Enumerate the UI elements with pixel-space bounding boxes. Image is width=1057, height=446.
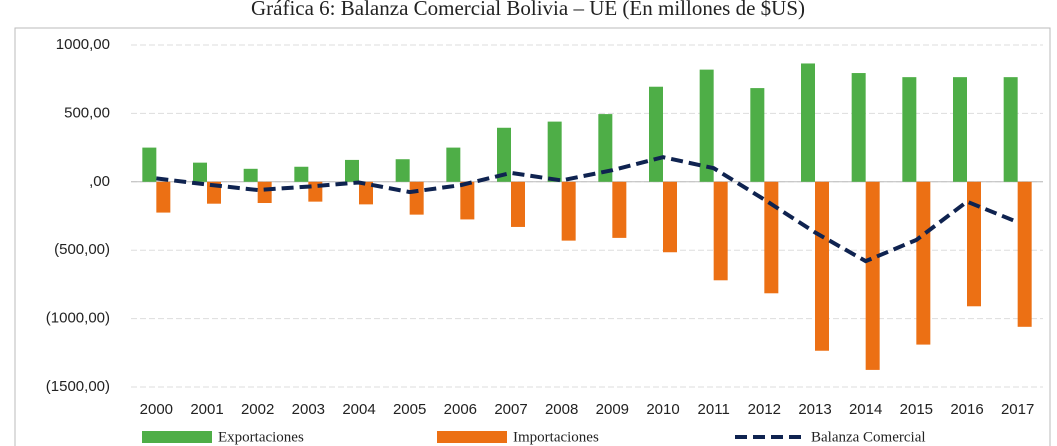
bar	[713, 181, 728, 281]
bar	[345, 159, 359, 182]
bar	[409, 181, 424, 215]
x-tick-label: 2011	[698, 401, 730, 418]
bar	[865, 181, 880, 370]
bar	[511, 181, 525, 227]
x-tick-label: 2015	[900, 401, 933, 418]
x-tick-label: 2009	[596, 401, 629, 418]
legend-label: Balanza Comercial	[811, 429, 926, 445]
x-tick-label: 2006	[444, 401, 477, 418]
bar	[953, 77, 967, 182]
x-tick-label: 2016	[950, 401, 983, 418]
bar	[359, 181, 373, 205]
bar	[561, 181, 576, 241]
legend-swatch	[437, 431, 507, 443]
bar	[142, 147, 157, 182]
legend-label: Exportaciones	[218, 429, 304, 445]
bar	[547, 121, 562, 182]
bar	[663, 181, 677, 253]
balance-line	[156, 155, 1019, 264]
legend-swatch	[142, 431, 212, 443]
bar	[294, 166, 309, 182]
bar	[902, 77, 917, 182]
bar	[257, 181, 272, 204]
x-tick-label: 2002	[241, 401, 274, 418]
legend-label: Importaciones	[513, 429, 599, 445]
y-tick-label: (500,00)	[54, 241, 110, 258]
y-tick-label: ,00	[89, 173, 110, 190]
x-tick-label: 2013	[798, 401, 831, 418]
chart-frame	[14, 27, 1051, 446]
x-tick-label: 2008	[545, 401, 578, 418]
bar	[156, 181, 171, 213]
bar	[460, 181, 475, 220]
x-tick-label: 2017	[1001, 401, 1034, 418]
y-tick-label: (1500,00)	[46, 378, 110, 395]
bar	[916, 181, 931, 345]
bar	[395, 159, 410, 182]
bar	[497, 127, 511, 182]
x-tick-label: 2007	[494, 401, 527, 418]
x-tick-label: 2001	[190, 401, 223, 418]
x-tick-label: 2004	[342, 401, 375, 418]
bar	[750, 88, 765, 182]
x-tick-label: 2000	[140, 401, 173, 418]
x-tick-label: 2005	[393, 401, 426, 418]
bar	[193, 162, 207, 182]
y-tick-label: 1000,00	[56, 36, 110, 53]
x-tick-label: 2003	[292, 401, 325, 418]
bar	[764, 181, 779, 294]
bar	[1017, 181, 1032, 327]
bar	[801, 63, 815, 182]
bar	[243, 168, 258, 182]
bar	[612, 181, 627, 238]
bar	[967, 181, 981, 307]
chart-title: Gráfica 6: Balanza Comercial Bolivia – U…	[251, 0, 805, 20]
x-tick-label: 2012	[748, 401, 781, 418]
bar	[649, 86, 663, 182]
bar	[851, 73, 866, 182]
bar	[699, 69, 714, 182]
x-tick-label: 2010	[646, 401, 679, 418]
bar	[815, 181, 829, 351]
bar	[598, 114, 613, 182]
x-tick-label: 2014	[849, 401, 882, 418]
bar	[1003, 77, 1018, 182]
y-tick-label: (1000,00)	[46, 310, 110, 327]
y-tick-label: 500,00	[64, 104, 110, 121]
bar	[446, 147, 461, 182]
